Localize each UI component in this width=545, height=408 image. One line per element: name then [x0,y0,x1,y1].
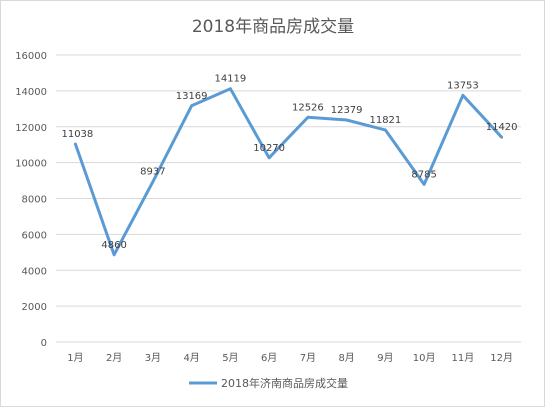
x-tick-label: 6月 [261,352,277,364]
x-tick-label: 10月 [413,352,436,364]
x-tick-label: 12月 [490,352,513,364]
data-label: 10270 [253,143,285,154]
y-tick-label: 2000 [22,302,47,313]
y-tick-label: 0 [41,338,47,349]
y-tick-label: 8000 [22,195,47,206]
gridlines [56,54,521,343]
x-axis-tick-labels: 1月 2月 3月 4月 5月 6月 7月 8月 9月 10月 11月 12月 [67,352,513,364]
data-label: 12379 [331,105,363,116]
y-tick-label: 16000 [15,51,47,62]
y-axis-tick-labels: 0 2000 4000 6000 8000 10000 12000 14000 16000 [15,51,47,349]
x-tick-label: 8月 [338,352,354,364]
data-label: 14119 [214,74,246,85]
data-label: 13169 [176,91,208,102]
x-tick-label: 11月 [452,352,475,364]
data-labels: 11038 4860 8937 13169 14119 10270 12526 12379 11… [61,74,517,251]
chart-title: 2018年商品房成交量 [192,17,354,37]
y-tick-label: 14000 [15,87,47,98]
x-tick-label: 1月 [67,352,83,364]
y-tick-label: 6000 [22,230,47,241]
data-label: 8937 [140,167,165,178]
y-tick-label: 12000 [15,123,47,134]
series-line [73,87,504,257]
x-tick-label: 4月 [183,352,199,364]
x-tick-label: 2月 [106,352,122,364]
x-tick-label: 5月 [222,352,238,364]
x-tick-label: 7月 [300,352,316,364]
data-label: 8785 [411,169,436,180]
y-tick-label: 4000 [22,266,47,277]
legend: 2018年济南商品房成交量 [189,376,348,390]
series-layer [73,87,504,257]
data-label: 11038 [61,129,93,140]
x-tick-label: 9月 [377,352,393,364]
y-tick-label: 10000 [15,159,47,170]
data-label: 11821 [369,115,401,126]
x-tick-label: 3月 [145,352,161,364]
legend-label: 2018年济南商品房成交量 [221,376,348,390]
data-label: 4860 [101,240,126,251]
data-label: 13753 [447,80,479,91]
data-label: 12526 [292,102,324,113]
data-label: 11420 [486,122,518,133]
